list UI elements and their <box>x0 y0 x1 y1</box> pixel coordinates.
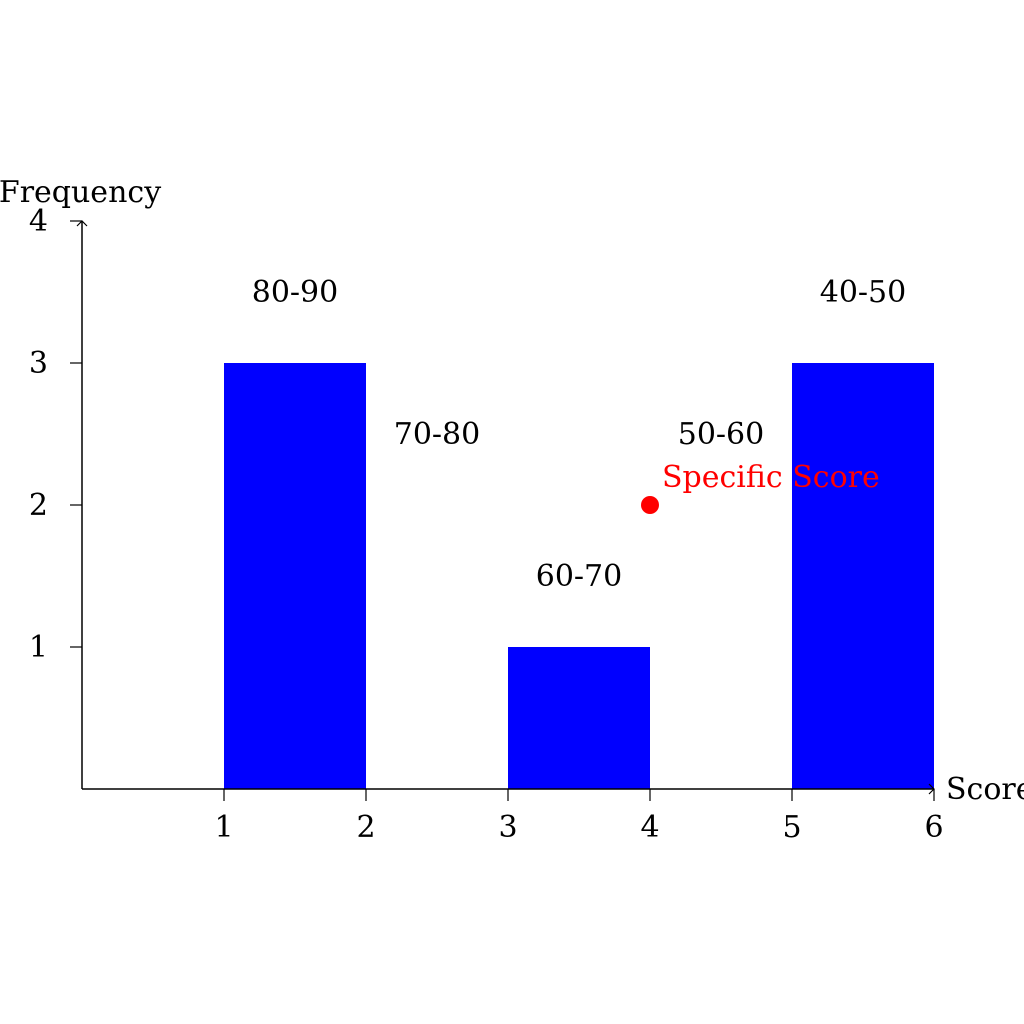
specific-score-point <box>641 496 659 514</box>
bar-labels-layer: 80-90 70-80 60-70 50-60 40-50 <box>252 275 906 594</box>
x-axis-title: Score <box>946 772 1024 807</box>
bar-label: 40-50 <box>820 275 906 310</box>
x-tick-label: 2 <box>356 810 375 845</box>
bar-label: 80-90 <box>252 275 338 310</box>
annotation-layer: Specific Score <box>641 460 880 514</box>
bar-40-50 <box>792 363 934 789</box>
y-tick-label: 1 <box>29 630 48 665</box>
y-tick-label: 2 <box>29 488 48 523</box>
bar-label: 60-70 <box>536 559 622 594</box>
x-tick-label: 6 <box>924 810 943 845</box>
y-tick-label: 3 <box>29 346 48 381</box>
x-tick-label: 5 <box>782 810 801 845</box>
bar-label: 70-80 <box>394 417 480 452</box>
x-tick-label: 4 <box>640 810 659 845</box>
bar-60-70 <box>508 647 650 789</box>
bars-layer <box>224 363 934 789</box>
y-axis-title: Frequency <box>0 175 161 210</box>
y-tick-label: 4 <box>29 204 48 239</box>
bar-label: 50-60 <box>678 417 764 452</box>
x-tick-label: 3 <box>498 810 517 845</box>
ticks-layer: 1 2 3 4 5 6 1 2 3 4 <box>29 204 944 845</box>
x-tick-label: 1 <box>214 810 233 845</box>
bar-80-90 <box>224 363 366 789</box>
specific-score-label: Specific Score <box>662 460 880 495</box>
